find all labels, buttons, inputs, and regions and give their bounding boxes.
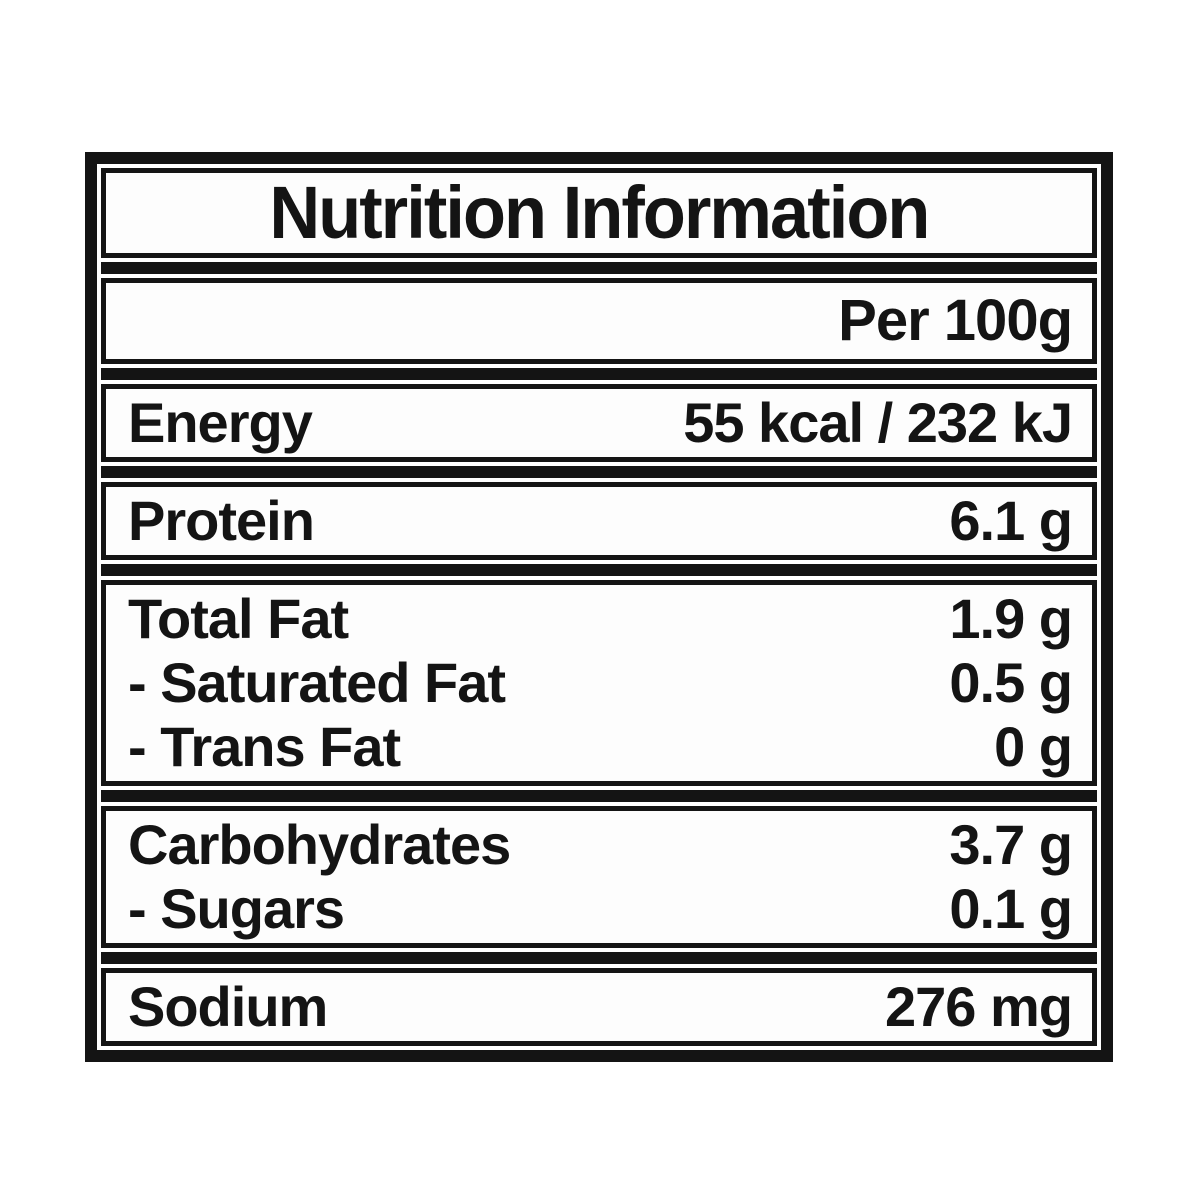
section-divider	[101, 790, 1097, 802]
energy-section: Energy 55 kcal / 232 kJ	[101, 384, 1097, 462]
row-trans-fat: - Trans Fat 0 g	[128, 715, 1073, 779]
row-sodium: Sodium 276 mg	[128, 975, 1073, 1039]
table-title-section: Nutrition Information	[101, 168, 1097, 258]
row-protein-value: 6.1 g	[949, 489, 1073, 552]
column-header-section: Per 100g	[101, 278, 1097, 364]
row-saturated-fat-label: - Saturated Fat	[128, 651, 506, 714]
row-carbohydrates-value: 3.7 g	[949, 813, 1073, 876]
row-total-fat-label: Total Fat	[128, 587, 349, 650]
row-energy-value: 55 kcal / 232 kJ	[683, 391, 1073, 454]
row-sodium-label: Sodium	[128, 975, 328, 1038]
section-divider	[101, 564, 1097, 576]
fat-section: Total Fat 1.9 g - Saturated Fat 0.5 g - …	[101, 580, 1097, 786]
row-protein: Protein 6.1 g	[128, 489, 1073, 553]
carbohydrates-section: Carbohydrates 3.7 g - Sugars 0.1 g	[101, 806, 1097, 948]
row-carbohydrates-label: Carbohydrates	[128, 813, 511, 876]
sodium-section: Sodium 276 mg	[101, 968, 1097, 1046]
row-energy-label: Energy	[128, 391, 313, 454]
row-energy: Energy 55 kcal / 232 kJ	[128, 391, 1073, 455]
section-divider	[101, 952, 1097, 964]
row-sodium-value: 276 mg	[885, 975, 1073, 1038]
row-trans-fat-value: 0 g	[994, 715, 1073, 778]
protein-section: Protein 6.1 g	[101, 482, 1097, 560]
column-header: Per 100g	[838, 288, 1073, 353]
section-divider	[101, 368, 1097, 380]
row-protein-label: Protein	[128, 489, 315, 552]
nutrition-table: Nutrition Information Per 100g Energy 55…	[85, 152, 1113, 1062]
section-divider	[101, 262, 1097, 274]
row-sugars-label: - Sugars	[128, 877, 345, 940]
table-title: Nutrition Information	[269, 171, 930, 254]
column-header-row: Per 100g	[128, 285, 1073, 357]
row-carbohydrates: Carbohydrates 3.7 g	[128, 813, 1073, 877]
row-saturated-fat: - Saturated Fat 0.5 g	[128, 651, 1073, 715]
row-sugars: - Sugars 0.1 g	[128, 877, 1073, 941]
section-divider	[101, 466, 1097, 478]
row-total-fat-value: 1.9 g	[949, 587, 1073, 650]
row-sugars-value: 0.1 g	[949, 877, 1073, 940]
row-saturated-fat-value: 0.5 g	[949, 651, 1073, 714]
row-total-fat: Total Fat 1.9 g	[128, 587, 1073, 651]
row-trans-fat-label: - Trans Fat	[128, 715, 401, 778]
